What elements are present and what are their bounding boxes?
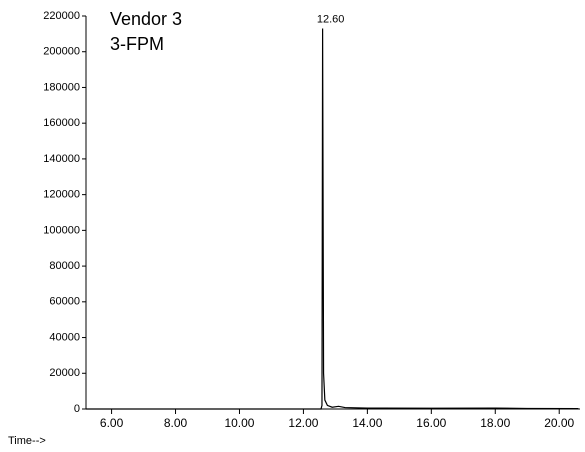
y-tick-label: 60000: [49, 296, 80, 308]
y-tick-label: 180000: [43, 81, 80, 93]
x-tick-label: 16.00: [416, 416, 446, 430]
y-tick-label: 40000: [49, 331, 80, 343]
trace-line: [86, 28, 579, 410]
x-tick-label: 10.00: [224, 416, 254, 430]
x-tick-label: 20.00: [544, 416, 574, 430]
chart-subtitle: 3-FPM: [110, 34, 164, 54]
y-tick-label: 20000: [49, 367, 80, 379]
y-tick-label: 140000: [43, 153, 80, 165]
x-tick-label: 14.00: [352, 416, 382, 430]
y-tick-label: 80000: [49, 260, 80, 272]
x-tick-label: 8.00: [164, 416, 188, 430]
peak-label: 12.60: [317, 13, 345, 25]
y-tick-label: 120000: [43, 189, 80, 201]
y-tick-label: 220000: [43, 10, 80, 22]
x-tick-label: 18.00: [480, 416, 510, 430]
y-tick-label: 0: [74, 403, 80, 415]
x-tick-label: 12.00: [288, 416, 318, 430]
x-tick-label: 6.00: [100, 416, 124, 430]
y-tick-label: 160000: [43, 117, 80, 129]
y-tick-label: 100000: [43, 224, 80, 236]
chart-title: Vendor 3: [110, 9, 182, 29]
y-tick-label: 200000: [43, 46, 80, 58]
x-axis-label: Time-->: [8, 435, 46, 447]
